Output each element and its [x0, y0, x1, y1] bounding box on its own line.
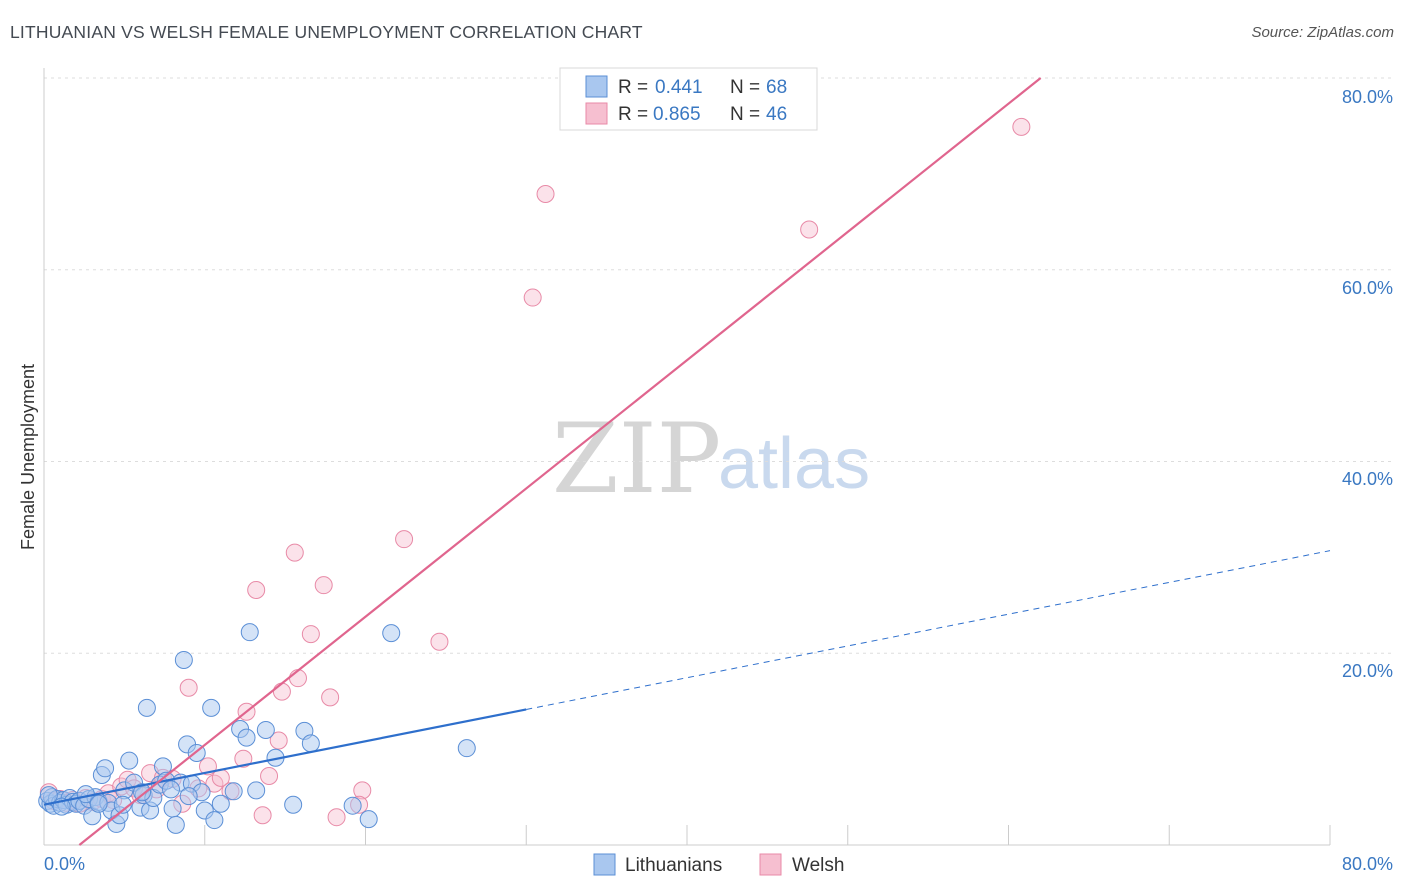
lithuanian-point-67 — [133, 783, 152, 802]
welsh-point-26 — [234, 749, 253, 768]
welsh-point-41 — [395, 530, 414, 549]
lithuanian-point-28 — [137, 698, 156, 717]
legend-r-value-2: 0.865 — [653, 104, 701, 125]
welsh-point-44 — [536, 185, 555, 204]
y-tick-label-80: 80.0% — [1342, 87, 1393, 107]
y-tick-label-20: 20.0% — [1342, 661, 1393, 681]
legend-bottom-swatch-lithuanians — [593, 853, 616, 876]
legend-swatch-welsh — [585, 102, 608, 125]
lithuanian-trend-dashed — [526, 550, 1331, 710]
lithuanian-point-50 — [256, 720, 275, 739]
trend-lines — [43, 77, 1331, 846]
lithuanian-point-18 — [96, 759, 115, 778]
welsh-point-37 — [321, 688, 340, 707]
legend-bottom-swatch-welsh — [759, 853, 782, 876]
lithuanian-point-43 — [202, 698, 221, 717]
lithuanian-point-65 — [224, 782, 243, 801]
legend-n-label-2: N = — [730, 104, 760, 125]
legend-bottom-lithuanians: Lithuanians — [625, 855, 722, 876]
lithuanian-point-45 — [211, 794, 230, 813]
welsh-point-42 — [430, 632, 449, 651]
lithuanian-point-35 — [166, 815, 185, 834]
x-tick-marks — [204, 825, 1331, 845]
grid-lines — [44, 77, 1392, 654]
legend-top: R = 0.441 N = 68 R = 0.865 N = 46 — [559, 67, 818, 131]
lithuanian-point-57 — [382, 624, 401, 643]
welsh-point-30 — [260, 766, 279, 785]
welsh-point-28 — [247, 580, 266, 599]
lithuanian-point-37 — [174, 650, 193, 669]
lithuanian-point-44 — [205, 811, 224, 830]
legend-r-label-2: R = — [618, 104, 648, 125]
y-tick-label-40: 40.0% — [1342, 469, 1393, 489]
welsh-point-29 — [253, 806, 272, 825]
welsh-point-31 — [269, 731, 288, 750]
x-tick-label-max: 80.0% — [1342, 854, 1393, 874]
y-tick-label-60: 60.0% — [1342, 278, 1393, 298]
welsh-point-36 — [314, 576, 333, 595]
lithuanian-point-66 — [89, 794, 108, 813]
lithuanian-point-58 — [457, 739, 476, 758]
legend-r-value-1: 0.441 — [655, 77, 703, 98]
lithuanian-point-49 — [247, 781, 266, 800]
lithuanian-point-63 — [161, 780, 180, 799]
lithuanian-point-24 — [120, 751, 139, 770]
legend-bottom-welsh: Welsh — [792, 855, 844, 876]
legend-swatch-lithuanians — [585, 75, 608, 98]
chart-title: LITHUANIAN VS WELSH FEMALE UNEMPLOYMENT … — [10, 22, 643, 42]
source-label: Source: ZipAtlas.com — [1251, 24, 1394, 41]
welsh-point-43 — [523, 288, 542, 307]
welsh-point-34 — [288, 669, 307, 688]
legend-n-value-2: 46 — [766, 104, 787, 125]
x-tick-label-min: 0.0% — [44, 854, 85, 874]
lithuanian-point-52 — [284, 795, 303, 814]
welsh-trend-line — [78, 77, 1042, 846]
legend-r-label-1: R = — [618, 77, 648, 98]
legend-n-label-1: N = — [730, 77, 760, 98]
welsh-point-38 — [327, 808, 346, 827]
welsh-point-39 — [353, 781, 372, 800]
lithuanian-point-55 — [343, 796, 362, 815]
lithuanian-point-54 — [301, 734, 320, 753]
legend-n-value-1: 68 — [766, 77, 787, 98]
welsh-point-33 — [285, 543, 304, 562]
lithuanian-point-48 — [240, 623, 259, 642]
welsh-point-46 — [1012, 117, 1031, 136]
lithuanian-point-34 — [163, 799, 182, 818]
lithuanian-trend-solid — [43, 708, 527, 806]
legend-bottom: Lithuanians Welsh — [593, 853, 844, 876]
welsh-points — [39, 117, 1031, 827]
welsh-point-35 — [301, 625, 320, 644]
welsh-point-20 — [179, 678, 198, 697]
lithuanian-points — [38, 623, 476, 834]
watermark-atlas: atlas — [718, 424, 870, 504]
y-axis-label: Female Unemployment — [18, 364, 38, 550]
watermark-zip: ZIP — [552, 403, 721, 515]
lithuanian-point-64 — [179, 787, 198, 806]
lithuanian-point-47 — [237, 728, 256, 747]
lithuanian-point-56 — [359, 810, 378, 829]
welsh-point-32 — [272, 682, 291, 701]
welsh-point-45 — [800, 220, 819, 239]
